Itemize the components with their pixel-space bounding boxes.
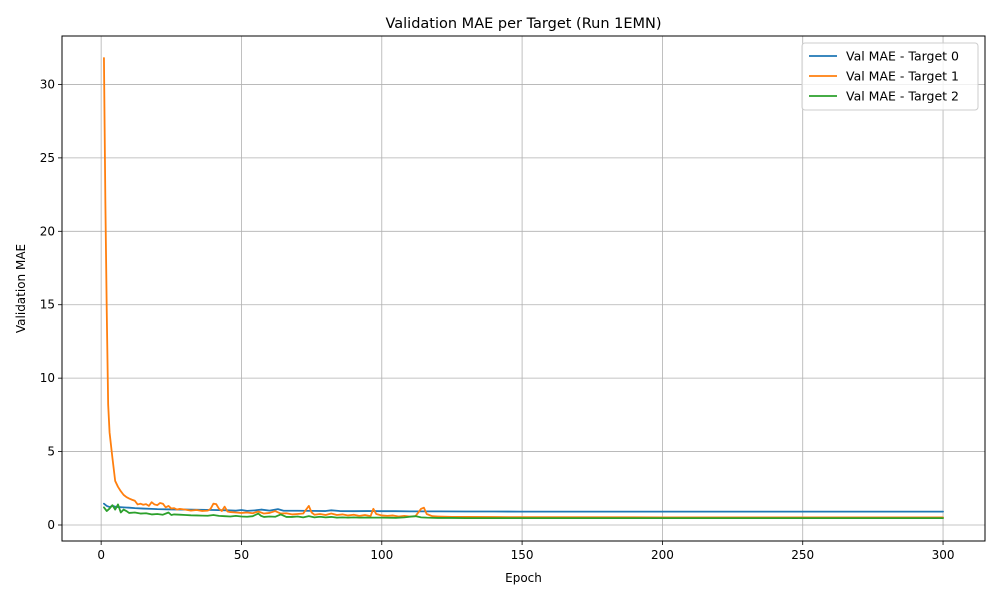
x-tick-label: 50 <box>234 548 249 562</box>
chart-title: Validation MAE per Target (Run 1EMN) <box>385 16 661 32</box>
series-line-target-0 <box>103 502 944 513</box>
grid <box>62 36 985 541</box>
legend: Val MAE - Target 0 Val MAE - Target 1 Val … <box>801 42 979 111</box>
x-tick-label: 0 <box>97 548 105 562</box>
legend-frame <box>801 42 979 111</box>
y-tick-label: 30 <box>40 77 55 91</box>
legend-label-target-1: Val MAE - Target 1 <box>846 69 959 84</box>
ticks: 0 50 100 150 200 250 300 0 5 10 15 20 25 30 <box>40 77 955 562</box>
x-tick-label: 250 <box>791 548 814 562</box>
x-tick-label: 100 <box>370 548 393 562</box>
y-tick-label: 25 <box>40 151 55 165</box>
legend-label-target-0: Val MAE - Target 0 <box>846 49 959 64</box>
series-line-target-2 <box>103 503 944 519</box>
y-axis-label: Validation MAE <box>14 244 28 333</box>
legend-label-target-2: Val MAE - Target 2 <box>846 89 959 104</box>
plot-frame <box>61 35 986 542</box>
x-tick-label: 200 <box>651 548 674 562</box>
x-tick-label: 150 <box>511 548 534 562</box>
series-line-target-1 <box>103 57 944 519</box>
y-tick-label: 10 <box>40 371 55 385</box>
series-layer <box>103 57 944 519</box>
y-tick-label: 0 <box>47 518 55 532</box>
x-axis-label: Epoch <box>505 571 542 585</box>
x-tick-label: 300 <box>932 548 955 562</box>
y-tick-label: 15 <box>40 298 55 312</box>
y-tick-label: 5 <box>47 445 55 459</box>
y-tick-label: 20 <box>40 224 55 238</box>
